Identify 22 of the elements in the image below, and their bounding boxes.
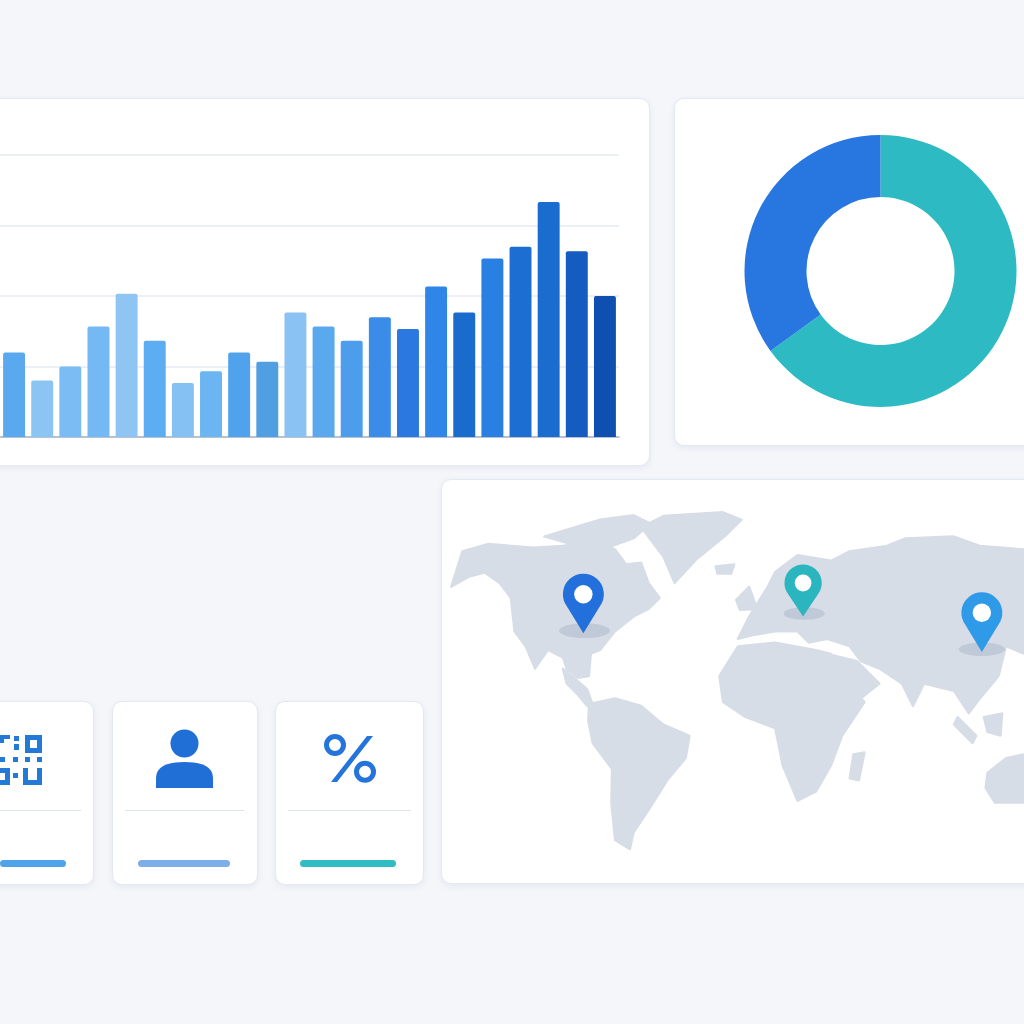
bar	[397, 328, 419, 437]
bar	[87, 326, 110, 437]
bar	[312, 326, 335, 437]
bar	[59, 366, 82, 437]
bar	[453, 312, 476, 437]
bar	[368, 317, 391, 437]
bar	[340, 340, 363, 437]
bar	[256, 361, 279, 437]
bar	[171, 382, 194, 437]
bar	[425, 286, 448, 437]
bar	[593, 296, 616, 437]
bar	[31, 380, 54, 437]
bar	[537, 202, 560, 437]
bar	[565, 251, 588, 437]
bar	[200, 371, 222, 437]
bar	[228, 352, 251, 437]
bar	[509, 246, 532, 437]
bar	[3, 352, 26, 437]
bar	[143, 340, 166, 437]
bar	[481, 258, 504, 437]
bar	[284, 312, 307, 437]
bar	[115, 293, 138, 437]
